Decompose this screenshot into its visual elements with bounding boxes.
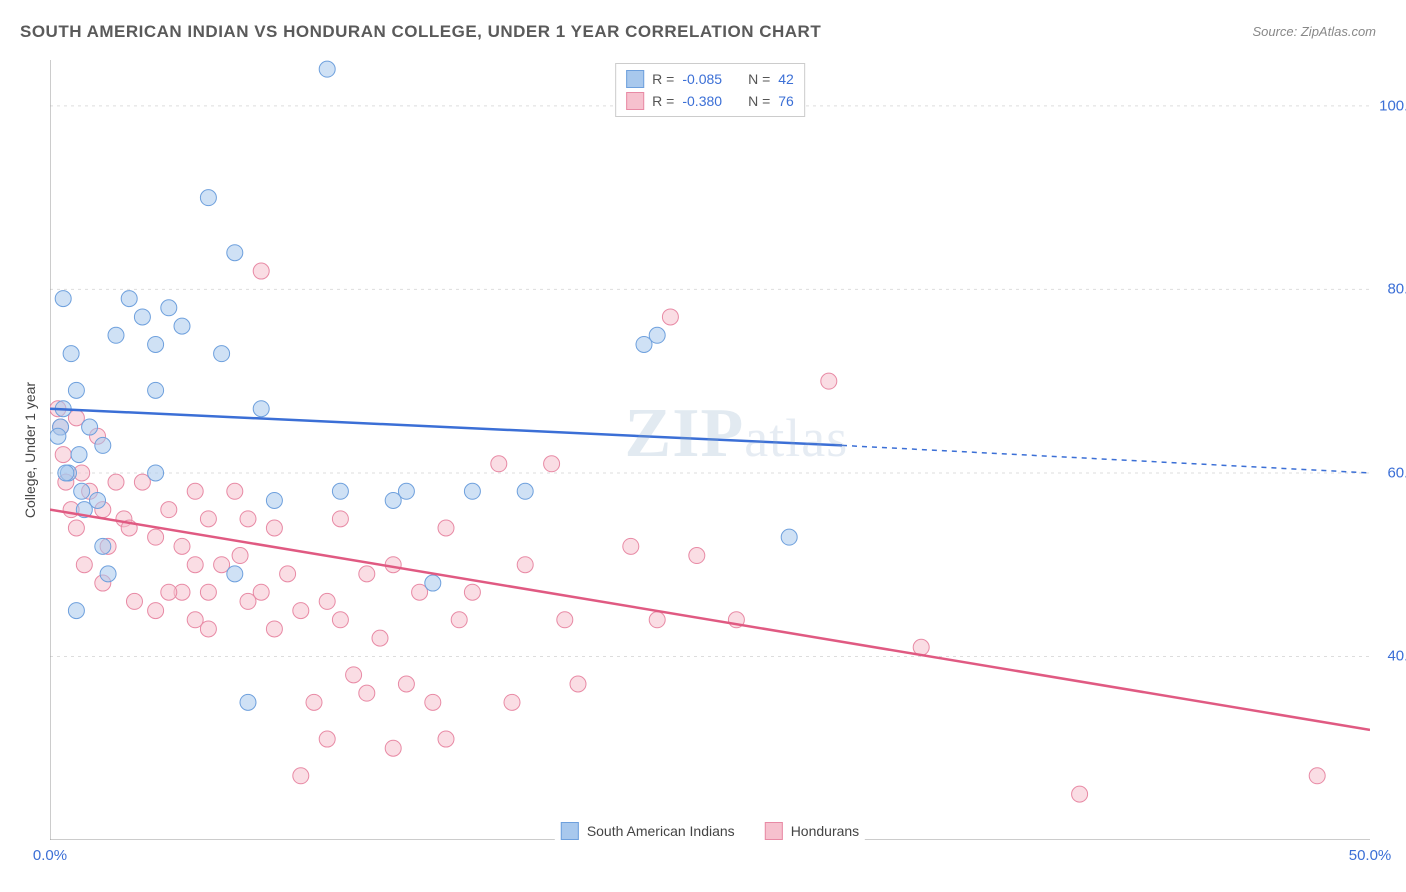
legend-stats: R = -0.085 N = 42 R = -0.380 N = 76 [615, 63, 805, 117]
swatch-icon [561, 822, 579, 840]
r-value: -0.085 [682, 71, 722, 87]
x-tick-label: 50.0% [1349, 847, 1392, 864]
swatch-icon [765, 822, 783, 840]
x-tick-label: 0.0% [33, 847, 67, 864]
legend-series: South American Indians Hondurans [555, 820, 865, 842]
scatter-plot [50, 60, 1370, 840]
legend-stats-row: R = -0.085 N = 42 [626, 68, 794, 90]
series-name: South American Indians [587, 823, 735, 839]
n-value: 42 [778, 71, 794, 87]
y-axis-label: College, Under 1 year [22, 382, 38, 518]
legend-item: South American Indians [561, 822, 735, 840]
swatch-icon [626, 92, 644, 110]
chart-area: College, Under 1 year ZIPatlas R = -0.08… [50, 60, 1370, 840]
y-tick-label: 60.0% [1387, 464, 1406, 481]
y-tick-label: 100.0% [1379, 97, 1406, 114]
r-label: R = [652, 93, 674, 109]
legend-item: Hondurans [765, 822, 860, 840]
n-value: 76 [778, 93, 794, 109]
r-value: -0.380 [682, 93, 722, 109]
chart-title: SOUTH AMERICAN INDIAN VS HONDURAN COLLEG… [20, 22, 821, 42]
y-tick-label: 40.0% [1387, 648, 1406, 665]
series-name: Hondurans [791, 823, 860, 839]
n-label: N = [748, 93, 770, 109]
r-label: R = [652, 71, 674, 87]
source-attribution: Source: ZipAtlas.com [1252, 24, 1376, 39]
legend-stats-row: R = -0.380 N = 76 [626, 90, 794, 112]
n-label: N = [748, 71, 770, 87]
y-tick-label: 80.0% [1387, 281, 1406, 298]
swatch-icon [626, 70, 644, 88]
